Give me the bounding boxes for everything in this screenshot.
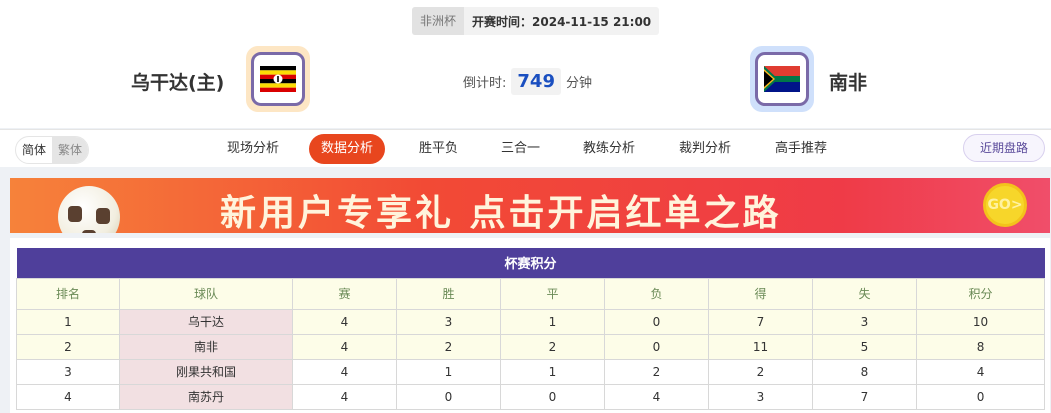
col-points: 积分 [915,277,1046,310]
col-goals-against: 失 [812,277,917,310]
cell-rank: 1 [16,308,120,335]
home-team-logo[interactable] [246,46,310,112]
cell-played: 4 [292,308,397,335]
col-rank: 排名 [16,277,120,310]
cell-rank: 3 [16,358,120,385]
cell-played: 4 [292,383,397,410]
table-row: 3 刚果共和国 4 1 1 2 2 8 4 [16,358,1046,385]
standings-table: 杯赛积分 排名 球队 赛 胜 平 负 得 失 积分 1 乌干达 4 3 1 0 7 3 10 2 南… [16,248,1046,410]
cell-goals-for: 3 [708,383,813,410]
start-time: 开赛时间：2024-11-15 21:00 [472,14,652,29]
countdown-value: 749 [511,68,561,95]
cell-points: 0 [915,383,1046,410]
tab-expert-picks[interactable]: 高手推荐 [775,141,828,156]
go-button[interactable]: GO> [983,183,1027,227]
column-headers: 排名 球队 赛 胜 平 负 得 失 积分 [16,277,1046,310]
cell-lost: 0 [604,333,709,360]
banner-text: 新用户专享礼 点击开启红单之路 [220,193,782,233]
countdown: 倒计时: 749 分钟 [463,68,592,95]
home-team-name[interactable]: 乌干达(主) [131,72,225,94]
cell-lost: 4 [604,383,709,410]
col-played: 赛 [292,277,397,310]
cell-goals-for: 2 [708,358,813,385]
cell-team[interactable]: 南非 [119,333,293,360]
cell-won: 1 [396,358,501,385]
soccer-ball-icon [58,186,120,233]
away-team-name[interactable]: 南非 [829,72,868,94]
cell-team[interactable]: 南苏丹 [119,383,293,410]
standings-panel: 杯赛积分 排名 球队 赛 胜 平 负 得 失 积分 1 乌干达 4 3 1 0 7 3 10 2 南… [10,238,1050,413]
cell-team[interactable]: 刚果共和国 [119,358,293,385]
cell-rank: 2 [16,333,120,360]
tab-coach-analysis[interactable]: 教练分析 [583,141,636,156]
uganda-flag-icon [260,66,296,92]
cell-lost: 2 [604,358,709,385]
tab-three-in-one[interactable]: 三合一 [501,141,541,156]
cell-points: 4 [915,358,1046,385]
col-goals-for: 得 [708,277,813,310]
cell-goals-against: 5 [812,333,917,360]
traditional-chinese-option[interactable]: 繁体 [52,137,89,163]
south-africa-flag-icon [764,66,800,92]
cell-drawn: 0 [500,383,605,410]
cell-drawn: 2 [500,333,605,360]
cell-won: 0 [396,383,501,410]
tab-referee-analysis[interactable]: 裁判分析 [679,141,732,156]
cell-goals-against: 7 [812,383,917,410]
cell-drawn: 1 [500,358,605,385]
promo-banner[interactable]: 新用户专享礼 点击开启红单之路 GO> [10,178,1050,233]
league-badge[interactable]: 非洲杯 [412,7,465,35]
cell-rank: 4 [16,383,120,410]
cell-goals-against: 8 [812,358,917,385]
table-row: 4 南苏丹 4 0 0 4 3 7 0 [16,383,1046,410]
cell-goals-for: 7 [708,308,813,335]
away-team-logo[interactable] [750,46,814,112]
analysis-nav: 简体 繁体 现场分析 数据分析 胜平负 三合一 教练分析 裁判分析 高手推荐 近… [0,129,1051,167]
cell-drawn: 1 [500,308,605,335]
language-toggle: 简体 繁体 [15,136,90,164]
cell-played: 4 [292,333,397,360]
col-drawn: 平 [500,277,605,310]
tab-win-draw-loss[interactable]: 胜平负 [419,141,459,156]
col-won: 胜 [396,277,501,310]
tab-data-analysis[interactable]: 数据分析 [309,134,386,164]
match-header: 非洲杯 开赛时间：2024-11-15 21:00 乌干达(主) 倒计时: 74… [0,0,1051,128]
col-team: 球队 [119,277,293,310]
cell-goals-for: 11 [708,333,813,360]
standings-title: 杯赛积分 [16,248,1045,278]
countdown-unit: 分钟 [565,76,592,91]
cell-goals-against: 3 [812,308,917,335]
countdown-label: 倒计时: [463,76,507,91]
match-info: 非洲杯 开赛时间：2024-11-15 21:00 [412,7,660,35]
col-lost: 负 [604,277,709,310]
cell-won: 3 [396,308,501,335]
simplified-chinese-option[interactable]: 简体 [22,143,47,157]
table-row: 1 乌干达 4 3 1 0 7 3 10 [16,308,1046,335]
table-row: 2 南非 4 2 2 0 11 5 8 [16,333,1046,360]
cell-points: 8 [915,333,1046,360]
cell-lost: 0 [604,308,709,335]
cell-played: 4 [292,358,397,385]
cell-team[interactable]: 乌干达 [119,308,293,335]
recent-odds-button[interactable]: 近期盘路 [963,134,1045,162]
cell-points: 10 [915,308,1046,335]
tab-live-analysis[interactable]: 现场分析 [227,141,280,156]
cell-won: 2 [396,333,501,360]
